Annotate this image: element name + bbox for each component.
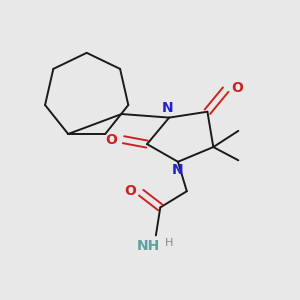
Text: N: N: [172, 163, 184, 177]
Text: NH: NH: [137, 239, 160, 253]
Text: H: H: [165, 238, 173, 248]
Text: O: O: [124, 184, 136, 198]
Text: O: O: [231, 81, 243, 95]
Text: N: N: [162, 101, 173, 115]
Text: O: O: [106, 133, 118, 147]
